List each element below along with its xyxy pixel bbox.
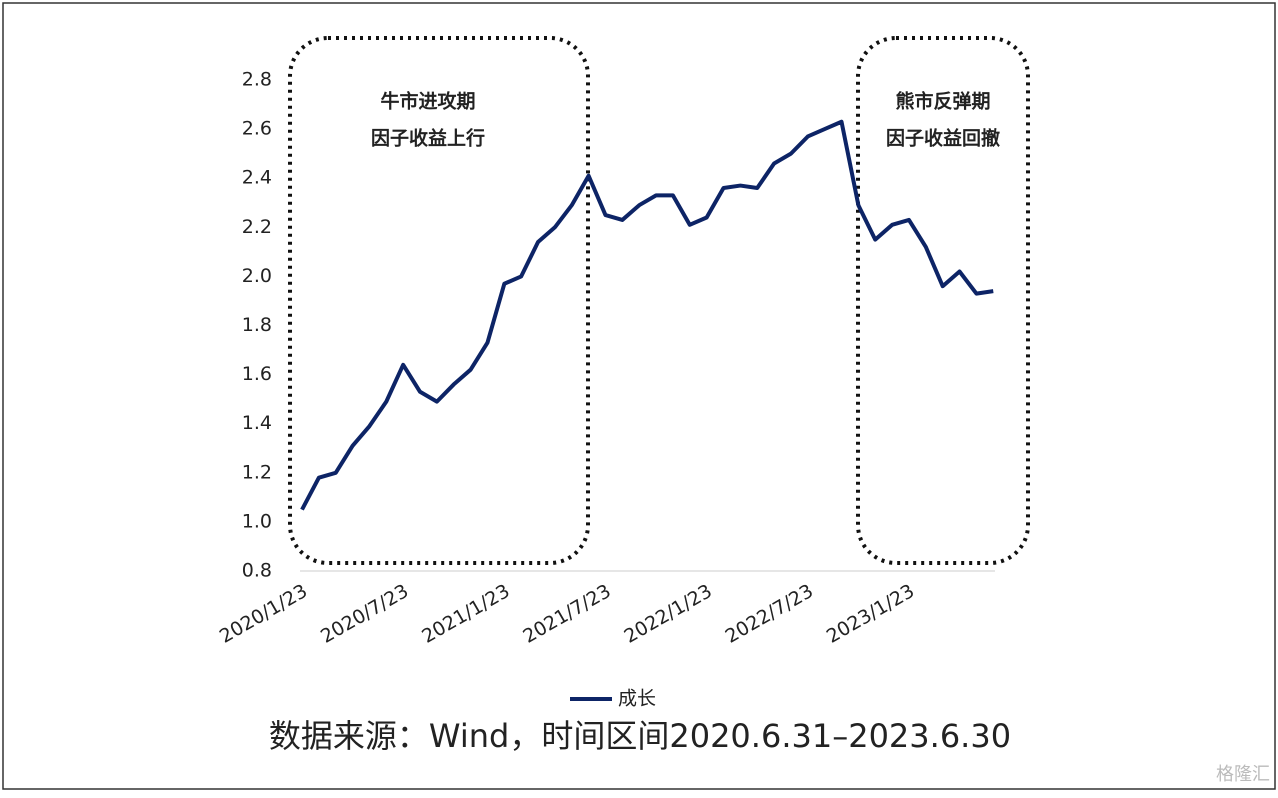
highlight-box — [288, 36, 590, 565]
y-tick-label: 1.0 — [242, 510, 272, 532]
y-tick-label: 1.4 — [242, 412, 272, 434]
annotation: 熊市反弹期 — [895, 90, 990, 113]
annotation: 因子收益回撤 — [886, 127, 1000, 150]
x-tick-label: 2020/1/23 — [216, 580, 311, 648]
x-tick-label: 2021/1/23 — [418, 580, 513, 648]
y-tick-label: 1.6 — [242, 363, 272, 385]
source-note: 数据来源：Wind，时间区间2020.6.31–2023.6.30 — [269, 717, 1011, 755]
x-tick-label: 2023/1/23 — [823, 580, 918, 648]
y-tick-label: 2.0 — [242, 265, 272, 287]
y-tick-label: 2.8 — [242, 69, 272, 91]
watermark: 格隆汇 — [1216, 764, 1270, 785]
y-tick-label: 2.2 — [242, 216, 272, 238]
y-tick-label: 0.8 — [242, 560, 272, 582]
data-line — [300, 119, 994, 511]
y-tick-label: 1.8 — [242, 314, 272, 336]
y-tick-label: 2.4 — [242, 167, 272, 189]
x-tick-label: 2022/7/23 — [722, 580, 817, 648]
annotation: 牛市进攻期 — [380, 90, 475, 113]
y-tick-label: 1.2 — [242, 461, 272, 483]
y-tick-label: 2.6 — [242, 118, 272, 140]
x-tick-label: 2021/7/23 — [519, 580, 614, 648]
highlight-box — [856, 36, 1030, 565]
legend-label: 成长 — [618, 688, 656, 710]
annotation: 因子收益上行 — [371, 127, 485, 150]
x-tick-label: 2022/1/23 — [621, 580, 716, 648]
x-tick-label: 2020/7/23 — [317, 580, 412, 648]
